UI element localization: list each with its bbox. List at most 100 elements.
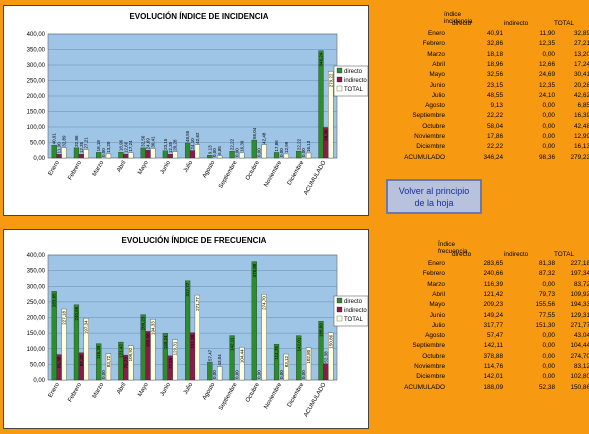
legend-swatch (336, 76, 343, 83)
table-incidencia-header-main: índice incidencia (444, 11, 473, 25)
x-tick-label: Marzo (92, 381, 106, 399)
data-label: 24,10 (190, 138, 195, 150)
table-frecuencia-header-main: Índice frecuencia (438, 241, 468, 255)
indirecto-cell: 0,00 (542, 122, 555, 130)
data-label: 150,86 (328, 334, 333, 348)
bar-directo (73, 304, 80, 381)
x-tick-label: Enero (48, 381, 62, 398)
data-label: 142,11 (230, 337, 235, 351)
data-label: 32,56 (141, 135, 146, 147)
x-tick-label: Marzo (92, 159, 106, 177)
directo-cell: 317,77 (483, 321, 503, 329)
indirecto-cell: 0,00 (542, 352, 555, 360)
data-label: 9,13 (207, 145, 212, 154)
total-cell: 102,80 (570, 373, 589, 381)
data-label: 12,35 (79, 141, 84, 153)
total-cell: 129,31 (570, 311, 589, 319)
x-tick-label: Abril (116, 382, 127, 395)
y-tick-label: 50,00 (30, 362, 46, 368)
data-label: 188,09 (318, 323, 323, 337)
bar-total (239, 347, 245, 381)
directo-cell: 121,42 (483, 290, 503, 298)
bar-total (105, 353, 112, 381)
bar-directo (51, 145, 57, 159)
data-label: 151,30 (190, 334, 195, 348)
indirecto-cell: 0,00 (542, 112, 555, 120)
month-cell: Enero (427, 260, 445, 267)
indirecto-cell: 77,55 (539, 311, 555, 319)
data-label: 0,00 (257, 370, 262, 379)
bar-indirecto (167, 154, 173, 159)
month-cell: Julio (431, 321, 445, 329)
data-label: 0,00 (101, 148, 106, 157)
data-label: 77,55 (168, 357, 173, 369)
y-tick-label: 0,00 (33, 378, 45, 384)
month-cell: Febrero (422, 270, 445, 278)
directo-cell: 240,66 (483, 270, 503, 278)
bar-total (83, 149, 89, 159)
x-tick-label: Agosto (202, 381, 217, 401)
data-label: 0,00 (212, 370, 217, 379)
month-cell: Diciembre (416, 373, 445, 381)
bar-total (194, 144, 200, 159)
y-tick-label: 250,00 (27, 300, 46, 306)
legend-label: TOTAL (344, 317, 363, 323)
bar-indirecto (56, 154, 62, 159)
x-tick-label: Junio (160, 159, 173, 175)
data-label: 12,35 (168, 141, 173, 153)
bar-total (128, 152, 134, 159)
total-cell: 12,99 (574, 133, 589, 140)
back-to-top-button[interactable]: Volver al principio de la hoja (386, 179, 482, 214)
data-label: 283,65 (52, 293, 57, 307)
x-tick-label: Enero (48, 159, 62, 176)
indirecto-cell: 0,00 (542, 280, 555, 288)
data-label: 23,15 (163, 138, 168, 150)
x-tick-label: Septiembre (218, 381, 239, 411)
x-tick-label: Mayo (137, 159, 150, 175)
y-tick-label: 100,00 (27, 125, 46, 131)
directo-cell: 18,18 (487, 50, 503, 58)
bar-directo (251, 139, 257, 159)
data-label: 30,41 (150, 136, 155, 148)
directo-cell: 32,86 (487, 40, 503, 48)
month-cell: Abril (432, 290, 445, 298)
bar-total (83, 318, 89, 381)
data-label: 48,55 (185, 130, 190, 142)
data-label: 0,00 (301, 370, 306, 379)
directo-cell: 57,47 (487, 332, 503, 340)
indirecto-cell: 11,90 (539, 30, 555, 37)
x-tick-label: Abril (116, 160, 127, 173)
data-label: 317,77 (185, 282, 190, 296)
month-cell: Marzo (427, 280, 445, 288)
month-cell: Septiembre (412, 112, 445, 120)
total-cell: 42,62 (574, 91, 589, 99)
indirecto-cell: 24,69 (539, 71, 555, 79)
directo-cell: 209,23 (483, 301, 503, 309)
total-cell: 83,72 (574, 280, 589, 288)
table-frecuencia-header-directo: directo (452, 251, 472, 258)
x-tick-label: Febrero (67, 159, 83, 181)
month-cell: Diciembre (416, 143, 445, 151)
data-label: 0,00 (101, 370, 106, 379)
month-cell: Febrero (422, 40, 445, 48)
data-label: 83,12 (284, 356, 289, 368)
data-label: 52,38 (323, 351, 328, 363)
legend-label: TOTAL (344, 87, 363, 93)
data-label: 16,39 (239, 140, 244, 152)
data-label: 11,90 (57, 142, 62, 153)
bar-directo (229, 150, 235, 159)
month-cell: Octubre (422, 352, 445, 360)
directo-cell: 142,11 (483, 342, 503, 350)
directo-cell: 32,56 (487, 71, 503, 79)
data-label: 40,91 (52, 133, 57, 145)
data-label: 42,48 (262, 132, 267, 144)
data-label: 12,66 (123, 141, 128, 153)
directo-cell: 23,15 (487, 81, 503, 89)
indirecto-cell: 0,00 (542, 332, 555, 340)
month-cell: Marzo (427, 50, 445, 58)
x-tick-label: Diciembre (287, 159, 306, 186)
data-label: 129,31 (173, 341, 178, 355)
indirecto-cell: 24,10 (539, 91, 555, 99)
legend: directo indirecto TOTAL (333, 65, 369, 97)
data-label: 155,56 (146, 333, 151, 347)
